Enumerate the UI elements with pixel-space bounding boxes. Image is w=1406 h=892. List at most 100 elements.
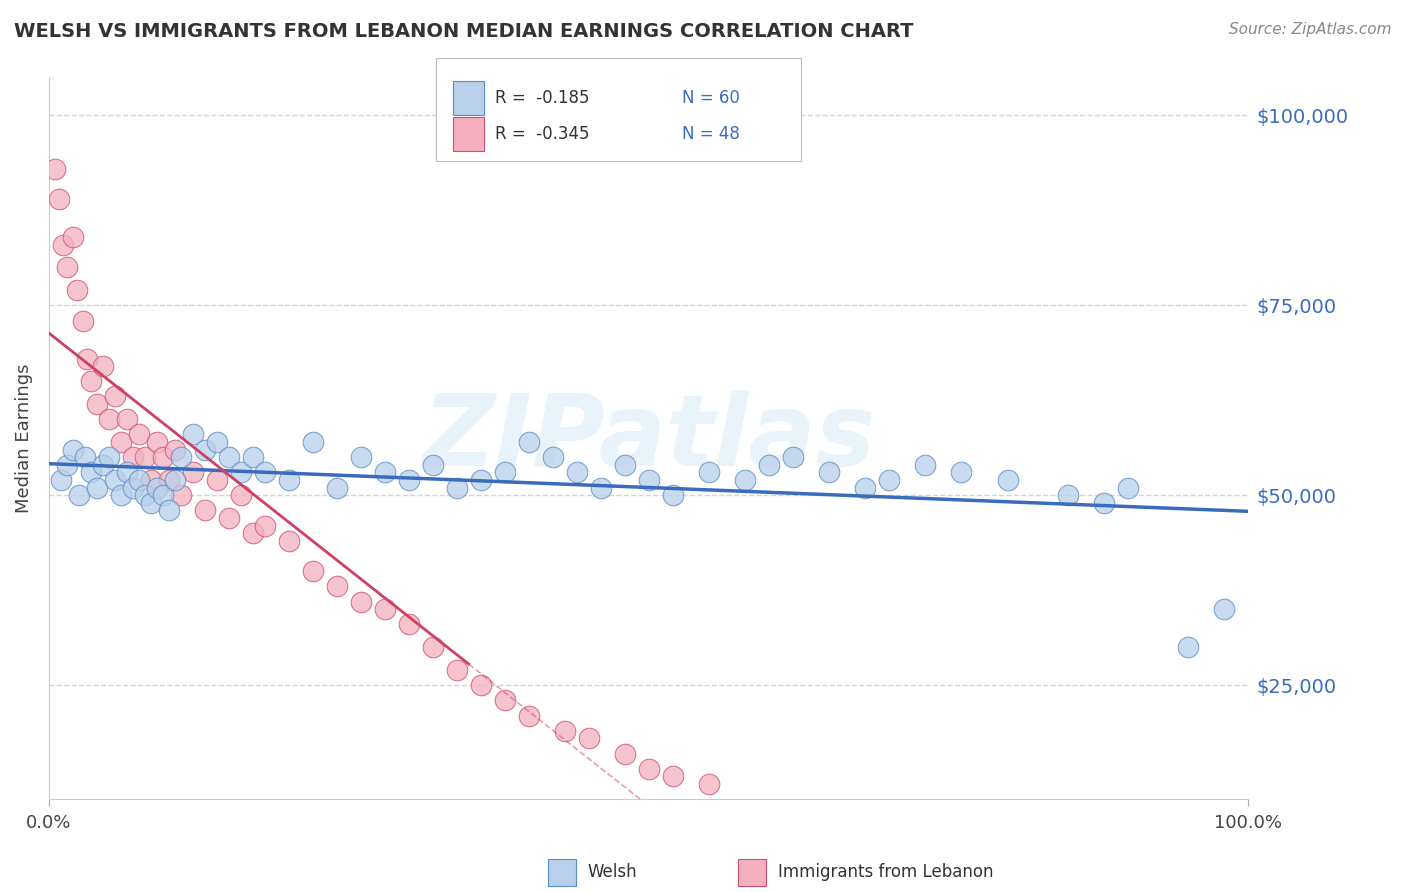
Point xyxy=(277,533,299,548)
Point xyxy=(350,450,373,465)
Point xyxy=(661,488,683,502)
Point xyxy=(853,481,876,495)
Point xyxy=(517,708,540,723)
Point xyxy=(758,458,780,472)
Point xyxy=(613,458,636,472)
Point xyxy=(302,435,325,450)
Point xyxy=(1118,481,1140,495)
Point xyxy=(541,450,564,465)
Point xyxy=(181,427,204,442)
Point xyxy=(157,503,180,517)
Point xyxy=(914,458,936,472)
Text: Immigrants from Lebanon: Immigrants from Lebanon xyxy=(778,863,993,881)
Point xyxy=(589,481,612,495)
Point xyxy=(91,359,114,373)
Point xyxy=(1057,488,1080,502)
Point xyxy=(110,488,132,502)
Point xyxy=(80,374,103,388)
Text: WELSH VS IMMIGRANTS FROM LEBANON MEDIAN EARNINGS CORRELATION CHART: WELSH VS IMMIGRANTS FROM LEBANON MEDIAN … xyxy=(14,22,914,41)
Point xyxy=(398,617,420,632)
Point xyxy=(104,390,127,404)
Point xyxy=(350,594,373,608)
Point xyxy=(242,526,264,541)
Point xyxy=(1094,496,1116,510)
Point xyxy=(146,481,169,495)
Text: Source: ZipAtlas.com: Source: ZipAtlas.com xyxy=(1229,22,1392,37)
Point xyxy=(86,397,108,411)
Point xyxy=(115,466,138,480)
Point xyxy=(578,731,600,746)
Point xyxy=(1177,640,1199,655)
Point xyxy=(817,466,839,480)
Point xyxy=(122,481,145,495)
Point xyxy=(661,769,683,783)
Point xyxy=(949,466,972,480)
Point xyxy=(637,762,659,776)
Point xyxy=(56,260,79,275)
Point xyxy=(494,693,516,707)
Point xyxy=(146,435,169,450)
Point xyxy=(134,488,156,502)
Point xyxy=(302,564,325,578)
Text: N = 60: N = 60 xyxy=(682,89,740,107)
Point xyxy=(110,435,132,450)
Point xyxy=(48,192,70,206)
Point xyxy=(494,466,516,480)
Point xyxy=(181,466,204,480)
Point xyxy=(205,435,228,450)
Text: Welsh: Welsh xyxy=(588,863,637,881)
Point xyxy=(80,466,103,480)
Point xyxy=(517,435,540,450)
Point xyxy=(115,412,138,426)
Point xyxy=(242,450,264,465)
Point xyxy=(218,511,240,525)
Point xyxy=(697,777,720,791)
Point xyxy=(122,450,145,465)
Point xyxy=(67,488,90,502)
Text: R =  -0.185: R = -0.185 xyxy=(495,89,589,107)
Point xyxy=(1213,602,1236,616)
Point xyxy=(73,450,96,465)
Point xyxy=(86,481,108,495)
Point xyxy=(253,466,276,480)
Point xyxy=(152,450,174,465)
Point xyxy=(277,473,299,487)
Point xyxy=(782,450,804,465)
Point xyxy=(91,458,114,472)
Point xyxy=(205,473,228,487)
Point xyxy=(637,473,659,487)
Point xyxy=(374,466,396,480)
Point xyxy=(398,473,420,487)
Point xyxy=(613,747,636,761)
Point xyxy=(554,723,576,738)
Point xyxy=(163,473,186,487)
Point xyxy=(62,442,84,457)
Point xyxy=(56,458,79,472)
Point xyxy=(997,473,1019,487)
Point xyxy=(470,473,492,487)
Point xyxy=(128,427,150,442)
Point xyxy=(104,473,127,487)
Point xyxy=(218,450,240,465)
Point xyxy=(62,230,84,244)
Y-axis label: Median Earnings: Median Earnings xyxy=(15,364,32,513)
Point xyxy=(139,496,162,510)
Point xyxy=(734,473,756,487)
Text: ZIPatlas: ZIPatlas xyxy=(422,390,875,487)
Point xyxy=(97,450,120,465)
Point xyxy=(565,466,588,480)
Point xyxy=(422,640,444,655)
Point xyxy=(157,473,180,487)
Point xyxy=(229,488,252,502)
Point xyxy=(470,678,492,692)
Point xyxy=(163,442,186,457)
Point xyxy=(97,412,120,426)
Point xyxy=(229,466,252,480)
Point xyxy=(72,313,94,327)
Point xyxy=(697,466,720,480)
Point xyxy=(253,518,276,533)
Point xyxy=(76,351,98,366)
Point xyxy=(170,488,193,502)
Point xyxy=(139,473,162,487)
Point xyxy=(422,458,444,472)
